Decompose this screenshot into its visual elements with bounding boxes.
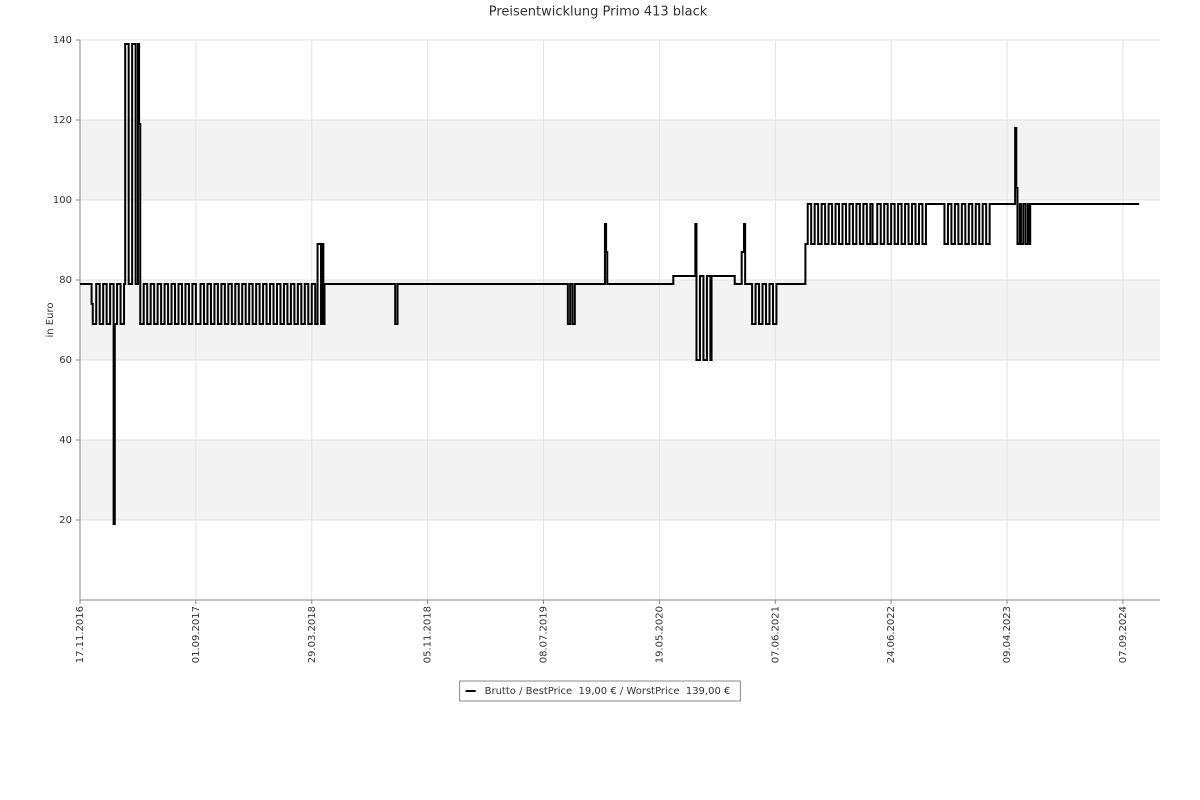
y-axis-label: in Euro (45, 303, 56, 338)
x-tick-label: 07.06.2021 (770, 606, 781, 663)
x-tick-label: 19.05.2020 (654, 606, 665, 663)
y-tick-label: 140 (53, 35, 72, 46)
x-tick-label: 08.07.2019 (539, 606, 550, 663)
y-tick-label: 120 (53, 115, 72, 126)
legend-box (459, 680, 741, 702)
x-tick-label: 07.09.2024 (1118, 606, 1129, 663)
x-tick-label: 09.04.2023 (1002, 606, 1013, 663)
x-tick-label: 29.03.2018 (307, 606, 318, 663)
y-tick-label: 20 (59, 515, 72, 526)
x-tick-label: 17.11.2016 (75, 606, 86, 663)
grid-band (80, 440, 1160, 520)
y-tick-label: 40 (59, 435, 72, 446)
grid-band (80, 120, 1160, 200)
chart-title: Preisentwicklung Primo 413 black (489, 5, 708, 20)
x-tick-label: 01.09.2017 (191, 606, 202, 663)
y-tick-label: 60 (59, 355, 72, 366)
x-tick-label: 24.06.2022 (886, 606, 897, 663)
x-tick-label: 05.11.2018 (423, 606, 434, 663)
price-line (80, 43, 1140, 525)
y-tick-label: 80 (59, 275, 72, 286)
y-tick-label: 100 (53, 195, 72, 206)
legend: Brutto / BestPrice 19,00 € / WorstPrice … (459, 680, 741, 702)
legend-label: Brutto / BestPrice 19,00 € / WorstPrice … (485, 686, 731, 697)
